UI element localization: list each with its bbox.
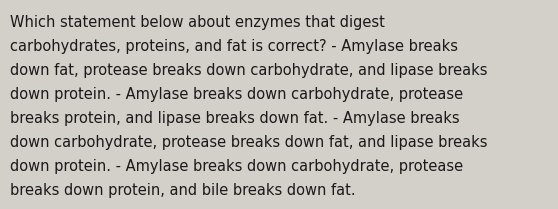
Text: down protein. - Amylase breaks down carbohydrate, protease: down protein. - Amylase breaks down carb… xyxy=(10,159,463,174)
Text: down fat, protease breaks down carbohydrate, and lipase breaks: down fat, protease breaks down carbohydr… xyxy=(10,63,488,78)
Text: breaks protein, and lipase breaks down fat. - Amylase breaks: breaks protein, and lipase breaks down f… xyxy=(10,111,460,126)
Text: carbohydrates, proteins, and fat is correct? - Amylase breaks: carbohydrates, proteins, and fat is corr… xyxy=(10,39,458,54)
Text: down carbohydrate, protease breaks down fat, and lipase breaks: down carbohydrate, protease breaks down … xyxy=(10,135,488,150)
Text: breaks down protein, and bile breaks down fat.: breaks down protein, and bile breaks dow… xyxy=(10,183,355,198)
Text: Which statement below about enzymes that digest: Which statement below about enzymes that… xyxy=(10,15,385,30)
Text: down protein. - Amylase breaks down carbohydrate, protease: down protein. - Amylase breaks down carb… xyxy=(10,87,463,102)
